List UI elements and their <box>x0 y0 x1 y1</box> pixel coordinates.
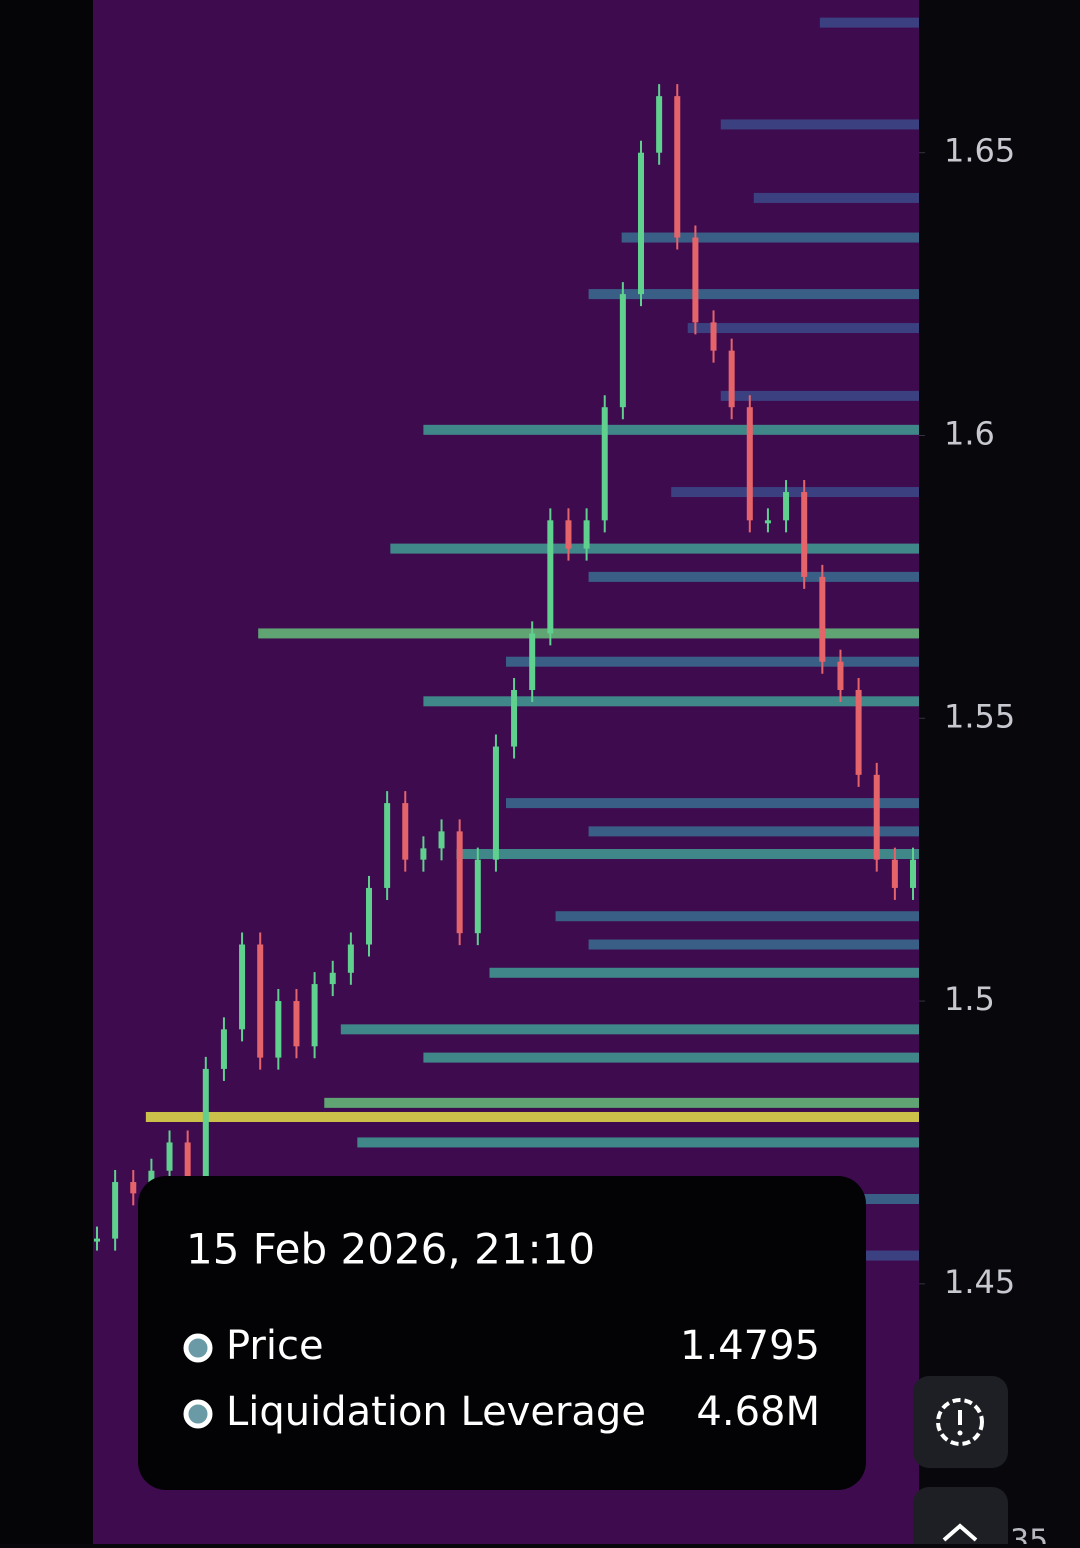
legend-dot <box>183 1399 213 1429</box>
candle-body <box>764 520 771 524</box>
liquidation-band <box>720 390 919 401</box>
candle-body <box>184 1142 191 1183</box>
liquidation-band <box>456 849 919 860</box>
liquidation-band <box>588 289 919 300</box>
alert-icon-dot <box>957 1430 963 1436</box>
y-tick-label: 1.55 <box>944 697 1015 735</box>
candle-body <box>275 1001 282 1058</box>
liquidation-band <box>819 17 919 28</box>
heatmap <box>145 17 919 1261</box>
liquidation-band <box>324 1097 919 1108</box>
candle-body <box>202 1068 209 1183</box>
candle-body <box>801 492 808 577</box>
tooltip: 15 Feb 2026, 21:10 Price 1.4795 Liquidat… <box>138 1176 866 1490</box>
tooltip-value: 4.68M <box>696 1389 820 1435</box>
candle-body <box>293 1001 300 1047</box>
liquidation-band <box>753 192 919 203</box>
candle-body <box>638 152 644 295</box>
candle-body <box>873 774 880 860</box>
candle-body <box>347 944 354 973</box>
candle-body <box>891 859 898 888</box>
candle-body <box>529 633 536 690</box>
y-tick-label: 1.65 <box>944 132 1015 170</box>
left-panel <box>0 0 93 1544</box>
candle-body <box>384 803 391 888</box>
candle-body <box>402 803 409 860</box>
price-candles <box>94 84 916 1251</box>
liquidation-band <box>357 1137 919 1148</box>
candle-body <box>420 848 427 860</box>
alert-button[interactable] <box>913 1376 1008 1468</box>
candle-body <box>837 661 844 690</box>
liquidation-band <box>340 1024 919 1035</box>
tooltip-value: 1.4795 <box>680 1323 820 1369</box>
corner-label: 35 <box>1010 1524 1048 1545</box>
liquidation-band <box>423 1052 919 1063</box>
candle-body <box>112 1182 119 1239</box>
candle-body <box>166 1142 173 1171</box>
liquidation-band <box>423 424 919 435</box>
candle-body <box>94 1238 100 1242</box>
button-bg[interactable] <box>913 1487 1008 1548</box>
candle-body <box>366 887 372 945</box>
candle-body <box>438 831 445 849</box>
liquidation-band <box>588 826 919 837</box>
axis-panel <box>919 0 1080 1544</box>
liquidation-band <box>423 696 919 707</box>
liquidation-band <box>671 487 919 498</box>
candle-body <box>674 96 681 238</box>
liquidation-band <box>258 628 919 639</box>
candle-body <box>511 689 518 747</box>
candle-body <box>456 831 463 934</box>
candle-body <box>329 972 336 985</box>
candle-body <box>692 237 699 323</box>
candle-body <box>746 407 753 521</box>
tooltip-box <box>138 1176 866 1490</box>
alert-icon <box>936 1398 984 1446</box>
liquidation-band <box>555 911 919 922</box>
candle-body <box>910 859 916 888</box>
liquidation-band <box>506 656 919 667</box>
candle-body <box>619 294 626 408</box>
candle-body <box>819 576 826 662</box>
y-tick-label: 1.6 <box>944 414 995 452</box>
chevron-icon <box>942 1523 978 1542</box>
candle-body <box>583 520 590 549</box>
candle-body <box>130 1182 137 1194</box>
candle-body <box>565 520 572 549</box>
candle-body <box>710 322 717 351</box>
y-tick-label: 1.45 <box>944 1263 1015 1301</box>
tooltip-label: Liquidation Leverage <box>226 1389 646 1435</box>
candle-body <box>257 944 264 1058</box>
candle-body <box>311 984 318 1047</box>
candle-body <box>492 746 499 860</box>
tooltip-label: Price <box>226 1323 324 1369</box>
scroll-up-button[interactable] <box>913 1487 1008 1548</box>
candle-body <box>220 1029 227 1069</box>
liquidation-band <box>489 967 919 978</box>
liquidation-band <box>390 543 919 554</box>
liquidation-band <box>621 232 919 243</box>
liquidation-band <box>720 119 919 130</box>
liquidation-band <box>145 1111 919 1122</box>
legend-dot <box>183 1333 213 1363</box>
candle-body <box>855 689 862 775</box>
liquidation-band <box>687 323 919 334</box>
tooltip-time: 15 Feb 2026, 21:10 <box>186 1225 595 1274</box>
candle-body <box>656 96 663 153</box>
y-axis: 1.65 1.6 1.55 1.5 1.45 <box>919 132 1015 1301</box>
candle-body <box>728 350 735 408</box>
candle-body <box>239 944 246 1030</box>
y-tick-label: 1.5 <box>944 980 995 1018</box>
liquidation-band <box>506 798 919 809</box>
candle-body <box>474 859 481 934</box>
liquidation-band <box>588 939 919 950</box>
candle-body <box>547 520 554 634</box>
liquidation-band <box>588 571 919 582</box>
candle-body <box>601 407 608 521</box>
candle-body <box>783 492 790 521</box>
